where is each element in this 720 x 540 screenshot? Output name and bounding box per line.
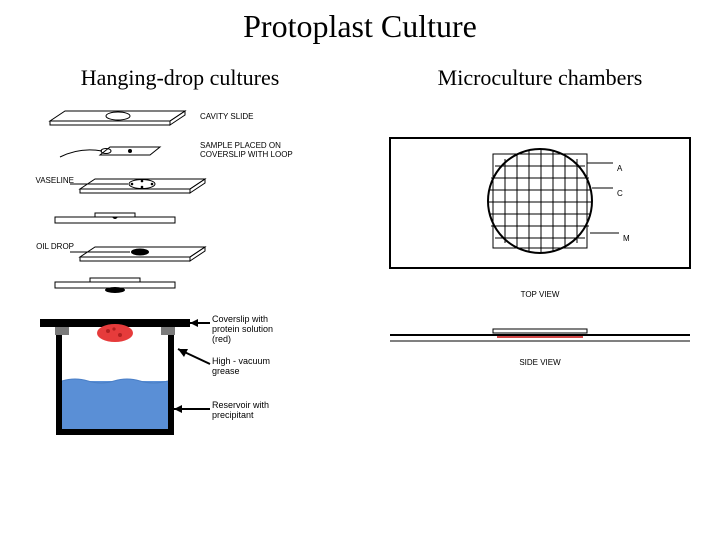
row-oil-drop: OIL DROP (30, 239, 330, 267)
top-view-icon (385, 133, 695, 283)
row-cavity-slide: CAVITY SLIDE (30, 103, 330, 131)
edge-coverslip-icon (30, 209, 200, 229)
row-final-edge (30, 273, 330, 301)
vaseline-slide-icon (70, 171, 240, 199)
row-sample-coverslip: SAMPLE PLACED ON COVERSLIP WITH LOOP (30, 137, 330, 165)
sample-coverslip-label: SAMPLE PLACED ON COVERSLIP WITH LOOP (200, 142, 300, 160)
columns: Hanging-drop cultures CAVITY SLIDE (0, 65, 720, 459)
left-heading: Hanging-drop cultures (81, 65, 280, 91)
final-edge-icon (30, 276, 200, 298)
mark-a: A (617, 164, 622, 173)
precipitant-label: Reservoir with precipitant (212, 401, 282, 421)
cavity-slide-label: CAVITY SLIDE (200, 113, 254, 122)
top-view-caption: TOP VIEW (385, 290, 695, 299)
vaseline-label: VASELINE (24, 177, 74, 186)
left-column: Hanging-drop cultures CAVITY SLIDE (0, 65, 360, 459)
oil-drop-label: OIL DROP (24, 243, 74, 252)
side-view-icon (385, 317, 695, 351)
grease-label: High - vacuum grease (212, 357, 282, 377)
coverslip-loop-icon (30, 137, 200, 165)
microculture-diagram: A C M TOP VIEW SIDE VIEW (385, 133, 695, 367)
mark-c: C (617, 189, 623, 198)
row-vaseline: VASELINE (30, 171, 330, 199)
oil-drop-slide-icon (70, 241, 240, 265)
right-column: Microculture chambers (360, 65, 720, 459)
side-view-caption: SIDE VIEW (385, 358, 695, 367)
right-heading: Microculture chambers (438, 65, 643, 91)
cavity-slide-icon (30, 103, 200, 131)
page-title: Protoplast Culture (0, 0, 720, 45)
mark-m: M (623, 234, 630, 243)
reservoir-diagram: Coverslip with protein solution (red) Hi… (30, 309, 290, 459)
coverslip-protein-label: Coverslip with protein solution (red) (212, 315, 290, 345)
row-edge-coverslip (30, 205, 330, 233)
hanging-drop-diagram: CAVITY SLIDE SAMPLE PLACED ON COVERSLIP … (30, 103, 330, 459)
